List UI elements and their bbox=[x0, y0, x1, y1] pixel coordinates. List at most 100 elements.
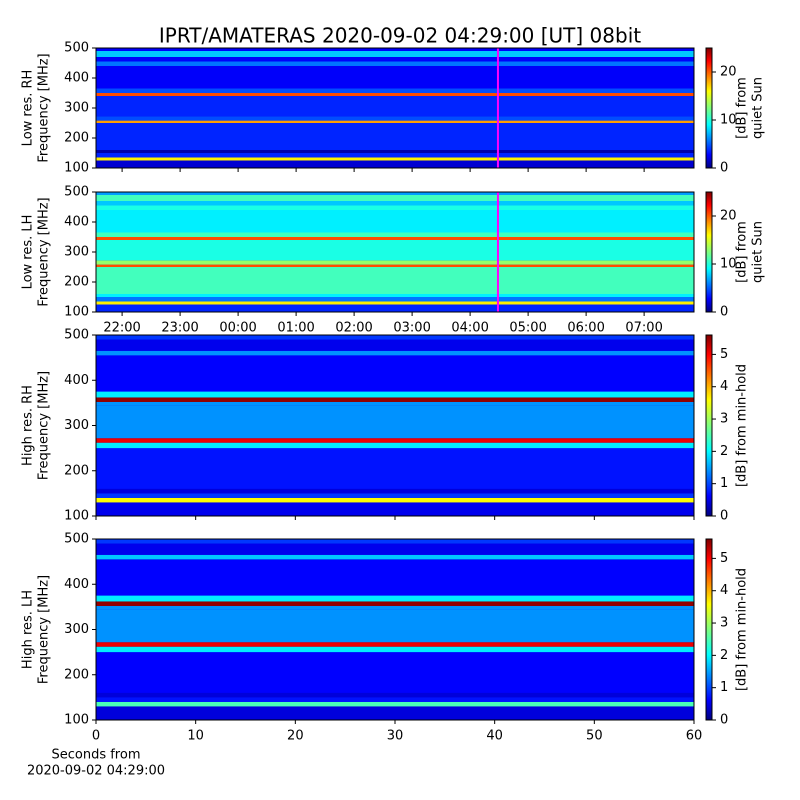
heatmap-cell bbox=[96, 609, 694, 643]
x-tick-label: 01:00 bbox=[277, 321, 314, 336]
heatmap-cell bbox=[96, 237, 694, 240]
heatmap-cell bbox=[96, 120, 694, 123]
heatmap-cell bbox=[96, 61, 694, 66]
heatmap-cell bbox=[96, 210, 694, 233]
y-tick-label: 200 bbox=[64, 275, 89, 290]
heatmap-cell bbox=[96, 304, 694, 312]
heatmap-cell bbox=[96, 96, 694, 117]
colorbar-tick-label: 3 bbox=[720, 616, 728, 631]
y-axis-label: Frequency [MHz] bbox=[37, 575, 52, 684]
y-tick-label: 500 bbox=[64, 41, 89, 56]
heatmap-cell bbox=[96, 301, 694, 305]
heatmap-cell bbox=[96, 692, 694, 698]
heatmap-cell bbox=[96, 706, 694, 720]
colorbar-tick-label: 0 bbox=[720, 161, 728, 176]
heatmap-cell bbox=[96, 297, 694, 302]
heatmap-cell bbox=[96, 48, 694, 51]
heatmap-cell bbox=[96, 157, 694, 161]
heatmap-cell bbox=[96, 601, 694, 606]
x-tick-label: 02:00 bbox=[335, 321, 372, 336]
heatmap-cell bbox=[96, 438, 694, 443]
y-tick-label: 100 bbox=[64, 713, 89, 728]
heatmap-cell bbox=[96, 192, 694, 195]
y-tick-label: 200 bbox=[64, 131, 89, 146]
colorbar-label: [dB] from min-hold bbox=[735, 568, 750, 691]
y-axis-label: High res. LH bbox=[21, 590, 36, 669]
heatmap-cell bbox=[96, 543, 694, 555]
x-tick-label: 07:00 bbox=[625, 321, 662, 336]
heatmap-cell bbox=[96, 205, 694, 210]
heatmap-cell bbox=[96, 350, 694, 356]
heatmap-cell bbox=[96, 51, 694, 57]
x-tick-label: 0 bbox=[92, 729, 100, 744]
x-tick-label: 05:00 bbox=[509, 321, 546, 336]
heatmap-cell bbox=[96, 697, 694, 702]
heatmap-cell bbox=[96, 195, 694, 201]
heatmap-cell bbox=[96, 267, 694, 294]
y-tick-label: 300 bbox=[64, 418, 89, 433]
x-tick-label: 30 bbox=[387, 729, 404, 744]
heatmap-cell bbox=[96, 264, 694, 267]
y-axis-label: Frequency [MHz] bbox=[37, 197, 52, 306]
heatmap-cell bbox=[96, 93, 694, 96]
heatmap-cell bbox=[96, 605, 694, 610]
heatmap-cell bbox=[96, 294, 694, 297]
heatmap-cell bbox=[96, 405, 694, 439]
colorbar-tick-label: 5 bbox=[720, 347, 728, 362]
y-axis-label: Frequency [MHz] bbox=[37, 53, 52, 162]
y-tick-label: 500 bbox=[64, 532, 89, 547]
y-tick-label: 400 bbox=[64, 373, 89, 388]
y-axis-label: Low res. RH bbox=[21, 70, 36, 147]
heatmap-cell bbox=[96, 335, 694, 340]
heatmap-cell bbox=[96, 397, 694, 402]
colorbar-label: quiet Sun bbox=[751, 221, 766, 283]
x-axis-label: Seconds from bbox=[51, 748, 140, 763]
heatmap-cell bbox=[96, 57, 694, 62]
colorbar-tick-label: 0 bbox=[720, 509, 728, 524]
heatmap-cell bbox=[96, 88, 694, 93]
heatmap-cell bbox=[96, 150, 694, 153]
heatmap-cell bbox=[96, 488, 694, 494]
x-tick-label: 40 bbox=[486, 729, 503, 744]
y-axis-label: Low res. LH bbox=[21, 215, 36, 290]
colorbar-tick-label: 20 bbox=[720, 65, 737, 80]
heatmap-cell bbox=[96, 232, 694, 237]
heatmap-cell bbox=[96, 116, 694, 121]
figure-title: IPRT/AMATERAS 2020-09-02 04:29:00 [UT] 0… bbox=[159, 24, 641, 48]
heatmap-cell bbox=[96, 153, 694, 158]
colorbar-label: [dB] from bbox=[735, 77, 750, 139]
heatmap-cell bbox=[96, 652, 694, 693]
y-tick-label: 200 bbox=[64, 667, 89, 682]
colorbar-tick-label: 2 bbox=[720, 648, 728, 663]
y-tick-label: 200 bbox=[64, 463, 89, 478]
heatmap-cell bbox=[96, 554, 694, 560]
colorbar-tick-label: 0 bbox=[720, 305, 728, 320]
heatmap-cell bbox=[96, 391, 694, 398]
x-tick-label: 50 bbox=[586, 729, 603, 744]
y-tick-label: 500 bbox=[64, 185, 89, 200]
colorbar-tick-label: 4 bbox=[720, 379, 728, 394]
x-tick-label: 22:00 bbox=[103, 321, 140, 336]
colorbar bbox=[705, 191, 713, 313]
heatmap-cell bbox=[96, 448, 694, 489]
heatmap-cell bbox=[96, 559, 694, 596]
y-axis-label: High res. RH bbox=[21, 385, 36, 466]
x-tick-label: 60 bbox=[686, 729, 703, 744]
heatmap-cell bbox=[96, 401, 694, 406]
colorbar-label: quiet Sun bbox=[751, 77, 766, 139]
colorbar-tick-label: 2 bbox=[720, 444, 728, 459]
heatmap-cell bbox=[96, 339, 694, 351]
x-tick-label: 10 bbox=[187, 729, 204, 744]
y-tick-label: 100 bbox=[64, 509, 89, 524]
y-tick-label: 100 bbox=[64, 305, 89, 320]
heatmap-cell bbox=[96, 260, 694, 265]
x-tick-label: 03:00 bbox=[393, 321, 430, 336]
heatmap-cell bbox=[96, 201, 694, 206]
x-tick-label: 20 bbox=[287, 729, 304, 744]
x-axis-label: 2020-09-02 04:29:00 bbox=[27, 764, 165, 779]
colorbar-tick-label: 1 bbox=[720, 476, 728, 491]
heatmap-cell bbox=[96, 442, 694, 449]
heatmap-cell bbox=[96, 355, 694, 392]
heatmap-cell bbox=[96, 123, 694, 150]
